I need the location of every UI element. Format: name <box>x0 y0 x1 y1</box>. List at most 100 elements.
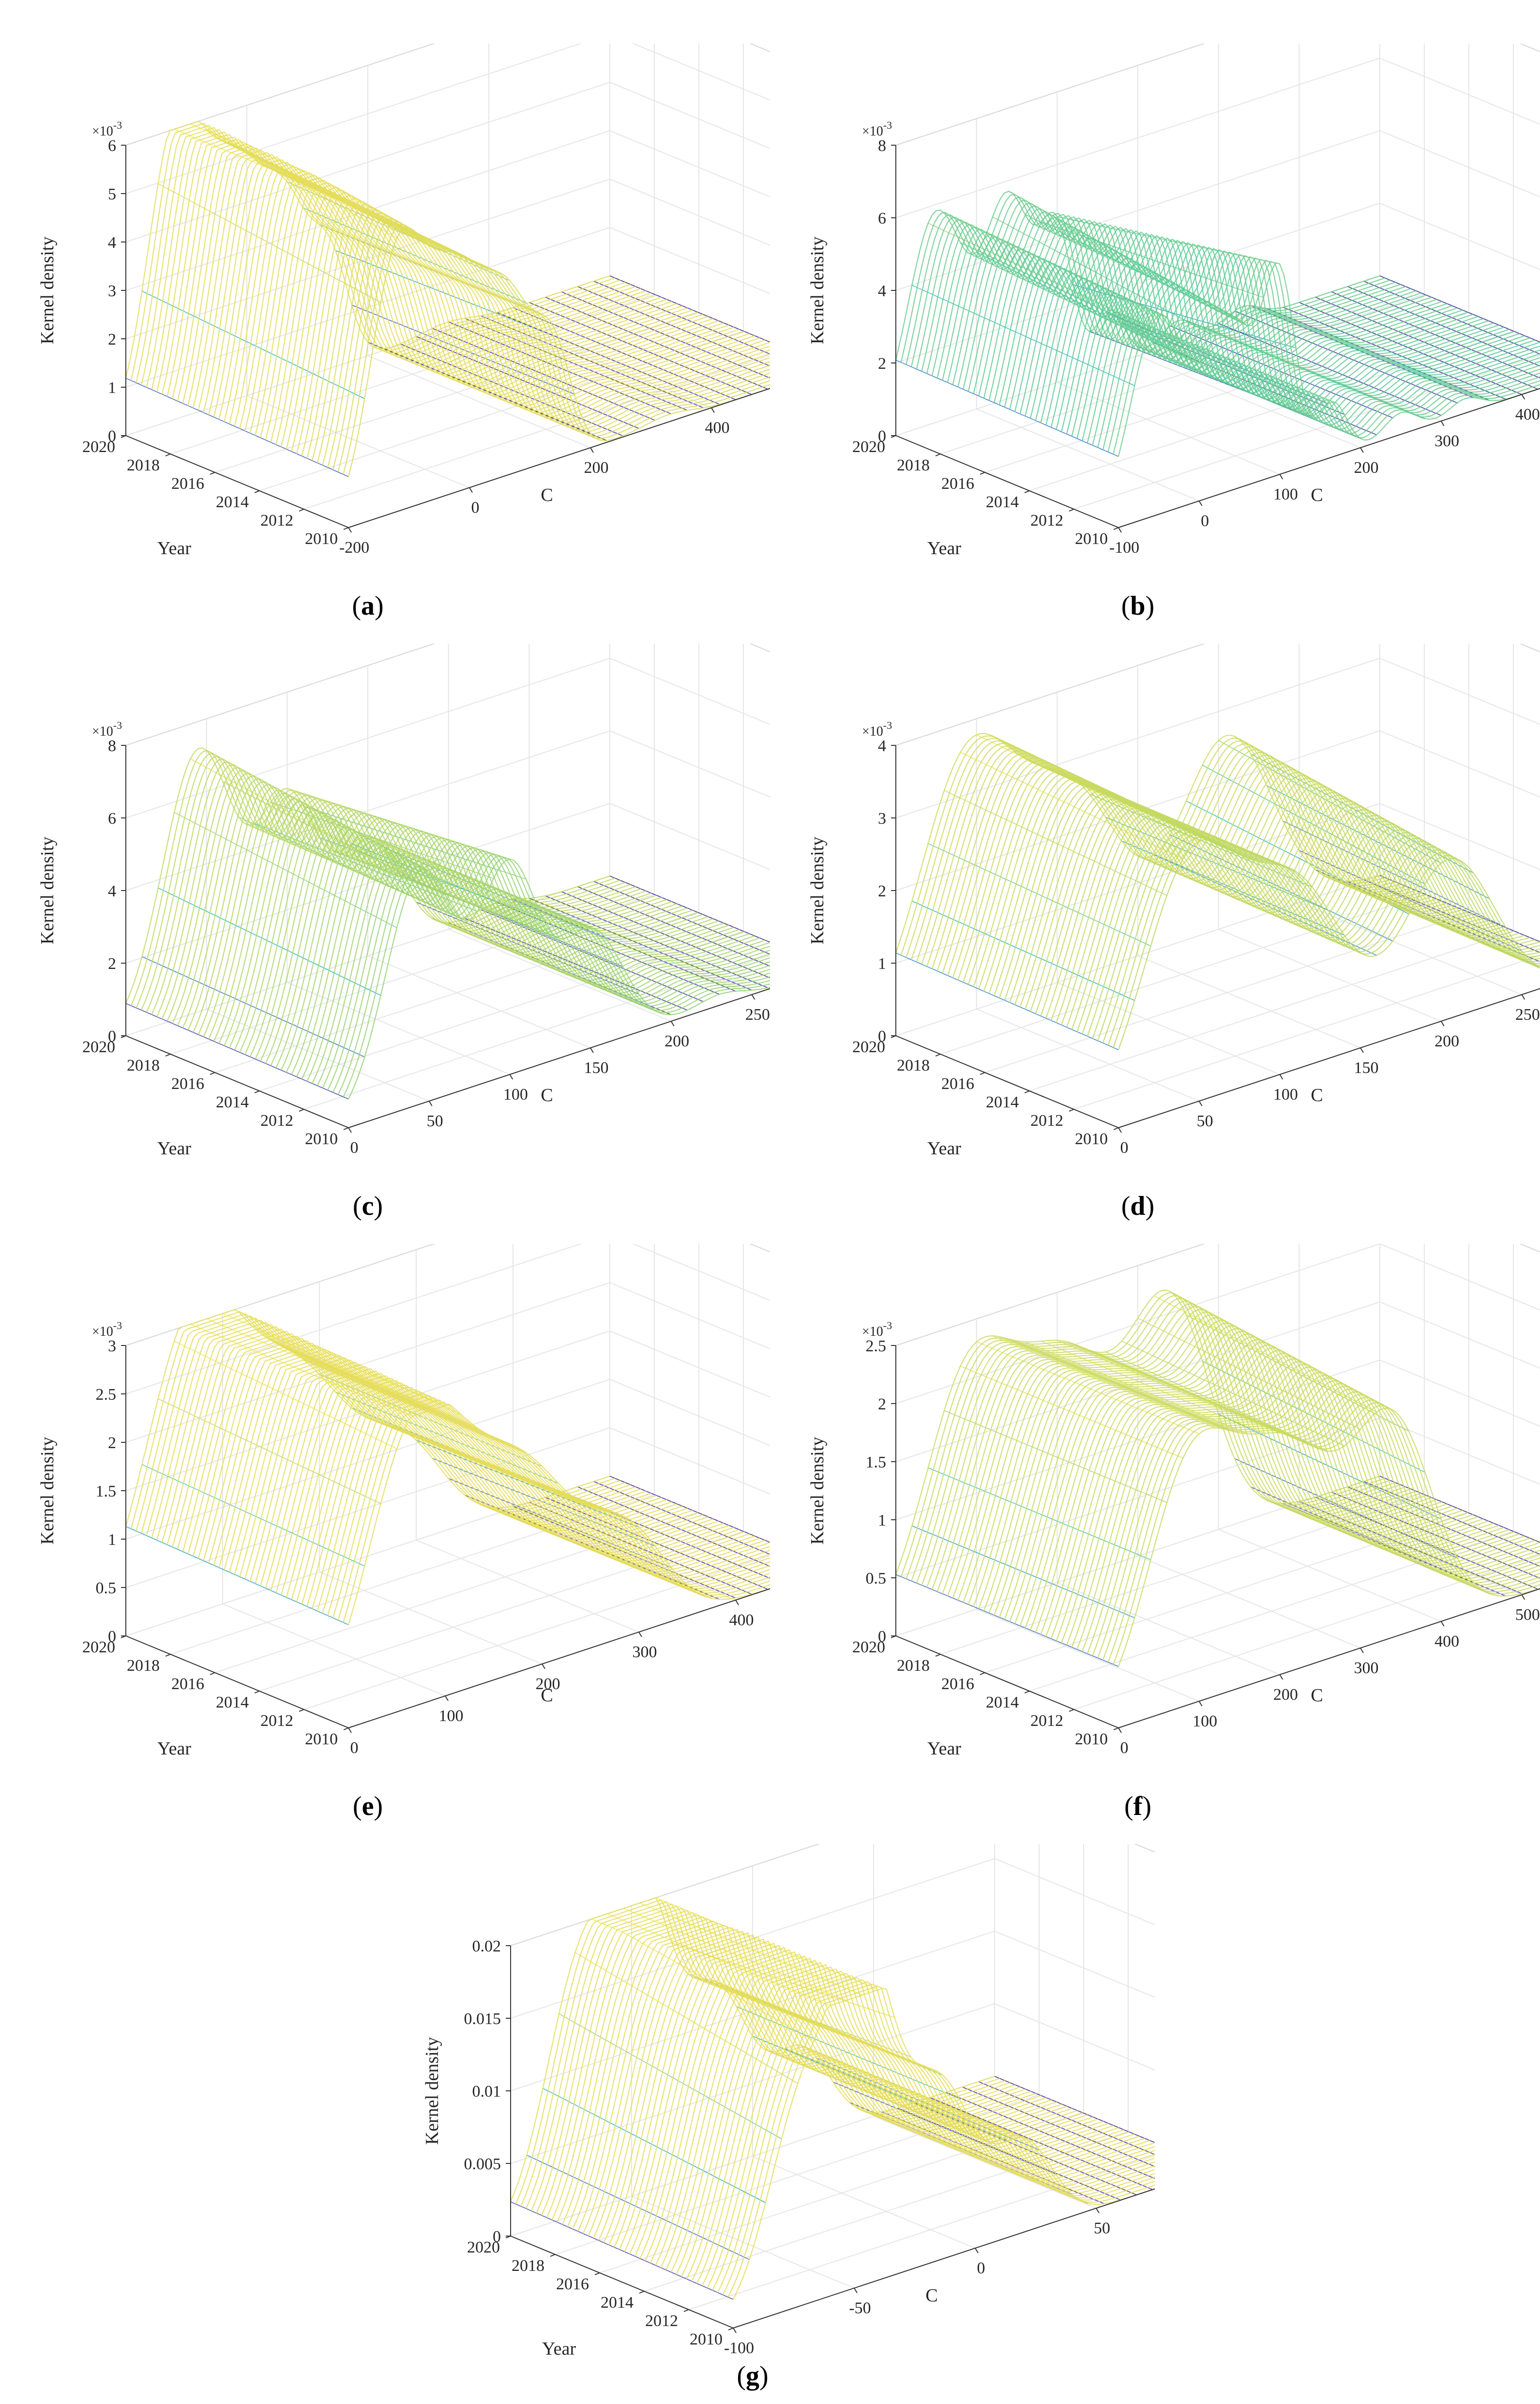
x-tick-label: 300 <box>633 1643 657 1661</box>
y-tick-label: 2014 <box>986 493 1019 511</box>
panel-caption: (g) <box>737 2361 768 2391</box>
density-slice-f-0 <box>895 1289 1380 1575</box>
density-slice-d-12 <box>957 762 1442 981</box>
density-slice-a-34 <box>301 201 770 456</box>
density-slice-d-35 <box>1076 819 1540 1032</box>
z-tick-label: 4 <box>878 737 886 755</box>
ticks-c: 0501001502002503002010201220142016201820… <box>82 719 770 1157</box>
density-slice-d-42 <box>1113 836 1540 1048</box>
y-tick-label: 2016 <box>171 1075 204 1093</box>
x-axis-label: C <box>541 485 553 505</box>
y-tick-label: 2012 <box>260 1712 293 1730</box>
y-axis-label: Year <box>927 1739 961 1759</box>
x-tick-label: -100 <box>724 2339 754 2357</box>
density-slice-c-38 <box>322 850 770 1089</box>
density-slice-d-37 <box>1087 824 1540 1037</box>
ticks-d: 0501001502002503002010201220142016201820… <box>852 719 1540 1157</box>
density-slice-g-14 <box>582 1927 1068 2234</box>
density-slice-f-41 <box>1107 1402 1540 1663</box>
density-slice-b-42 <box>1113 261 1540 454</box>
panel-caption: (a) <box>352 591 383 621</box>
density-slice-a-30 <box>280 189 766 447</box>
density-slice-d-40 <box>1102 832 1540 1043</box>
x-tick-label: 200 <box>1273 1686 1298 1704</box>
density-slice-c-28 <box>270 826 755 1066</box>
density-slice-f-34 <box>1071 1383 1540 1648</box>
z-tick-label: 8 <box>878 137 886 155</box>
x-tick-label: 400 <box>1434 1633 1459 1650</box>
density-slice-a-4 <box>146 129 631 388</box>
density-slice-a-17 <box>213 159 698 418</box>
z-tick-label: 1 <box>108 379 116 397</box>
y-tick-label: 2020 <box>82 1038 115 1056</box>
panel-c: 0501001502002503002010201220142016201820… <box>37 644 770 1221</box>
density-slice-c-3 <box>141 756 626 1011</box>
z-tick-label: 0 <box>878 1628 886 1646</box>
ticks-g: -100-5005010020102012201420162018202000.… <box>464 1937 1111 2357</box>
y-tick-label: 2012 <box>1030 512 1063 529</box>
density-slice-c-18 <box>218 798 703 1044</box>
density-slice-g-30 <box>665 1960 1150 2270</box>
z-tick-label: 0 <box>878 1028 886 1045</box>
density-slice-d-18 <box>988 777 1473 994</box>
density-slice-d-26 <box>1030 797 1515 1012</box>
density-slice-d-28 <box>1040 801 1525 1016</box>
density-slice-d-2 <box>906 738 1390 958</box>
density-slice-f-10 <box>947 1317 1432 1596</box>
x-tick-label: 150 <box>1354 1059 1379 1077</box>
panel-d: 0501001502002503002010201220142016201820… <box>807 644 1540 1221</box>
density-slice-a-10 <box>177 143 662 401</box>
density-slice-g-7 <box>546 1912 1031 2218</box>
z-tick-label: 2.5 <box>866 1337 887 1355</box>
x-axis-label: C <box>1311 485 1323 505</box>
exponent-label: ×10-3 <box>92 119 122 139</box>
density-slice-a-28 <box>270 184 755 443</box>
z-tick-label: 0 <box>493 2228 501 2246</box>
density-slice-g-21 <box>619 1940 1104 2250</box>
density-slice-f-30 <box>1050 1372 1536 1639</box>
x-tick-label: 200 <box>1434 1032 1459 1050</box>
y-tick-label: 2020 <box>82 1638 115 1656</box>
density-slice-g-36 <box>696 1973 1155 2284</box>
density-slice-d-38 <box>1092 826 1540 1039</box>
z-tick-label: 6 <box>108 810 116 828</box>
density-slice-b-10 <box>947 219 1432 383</box>
z-tick-label: 1.5 <box>96 1482 117 1500</box>
exponent-label: ×10-3 <box>92 719 122 739</box>
density-slice-a-38 <box>322 212 770 466</box>
density-slice-a-29 <box>275 186 760 445</box>
z-axis-label: Kernel density <box>807 237 828 345</box>
density-slice-a-36 <box>312 207 770 461</box>
density-slice-g-37 <box>701 1975 1155 2286</box>
density-slice-f-32 <box>1061 1377 1540 1643</box>
z-axis-label: Kernel density <box>807 837 828 945</box>
density-slice-d-32 <box>1061 812 1540 1026</box>
x-tick-label: 300 <box>1434 432 1459 450</box>
surface-b <box>895 190 1540 457</box>
z-tick-label: 6 <box>878 210 886 227</box>
density-slice-d-21 <box>1004 785 1489 1001</box>
y-tick-label: 2018 <box>127 456 160 474</box>
y-tick-label: 2012 <box>1030 1112 1063 1130</box>
z-tick-label: 0.5 <box>96 1579 117 1597</box>
density-slice-a-22 <box>239 170 724 429</box>
density-slice-g-6 <box>541 1910 1026 2216</box>
ticks-f: 0100200300400500600201020122014201620182… <box>852 1319 1540 1757</box>
z-axis-label: Kernel density <box>37 237 58 345</box>
z-tick-label: 2 <box>878 355 886 373</box>
y-tick-label: 2020 <box>852 438 885 456</box>
density-slice-f-11 <box>952 1319 1437 1599</box>
y-tick-label: 2014 <box>986 1693 1019 1711</box>
z-tick-label: 0 <box>108 427 116 445</box>
x-tick-label: 300 <box>1354 1659 1379 1677</box>
surface-g <box>510 1897 1155 2300</box>
density-slice-c-39 <box>327 852 770 1090</box>
density-slice-d-19 <box>994 780 1479 996</box>
density-slice-a-23 <box>244 172 729 431</box>
density-slice-d-15 <box>973 770 1458 987</box>
density-slice-c-29 <box>275 829 760 1068</box>
panel-f: 0100200300400500600201020122014201620182… <box>807 1244 1540 1821</box>
grid-b <box>895 44 1540 528</box>
density-slice-d-39 <box>1097 829 1540 1041</box>
